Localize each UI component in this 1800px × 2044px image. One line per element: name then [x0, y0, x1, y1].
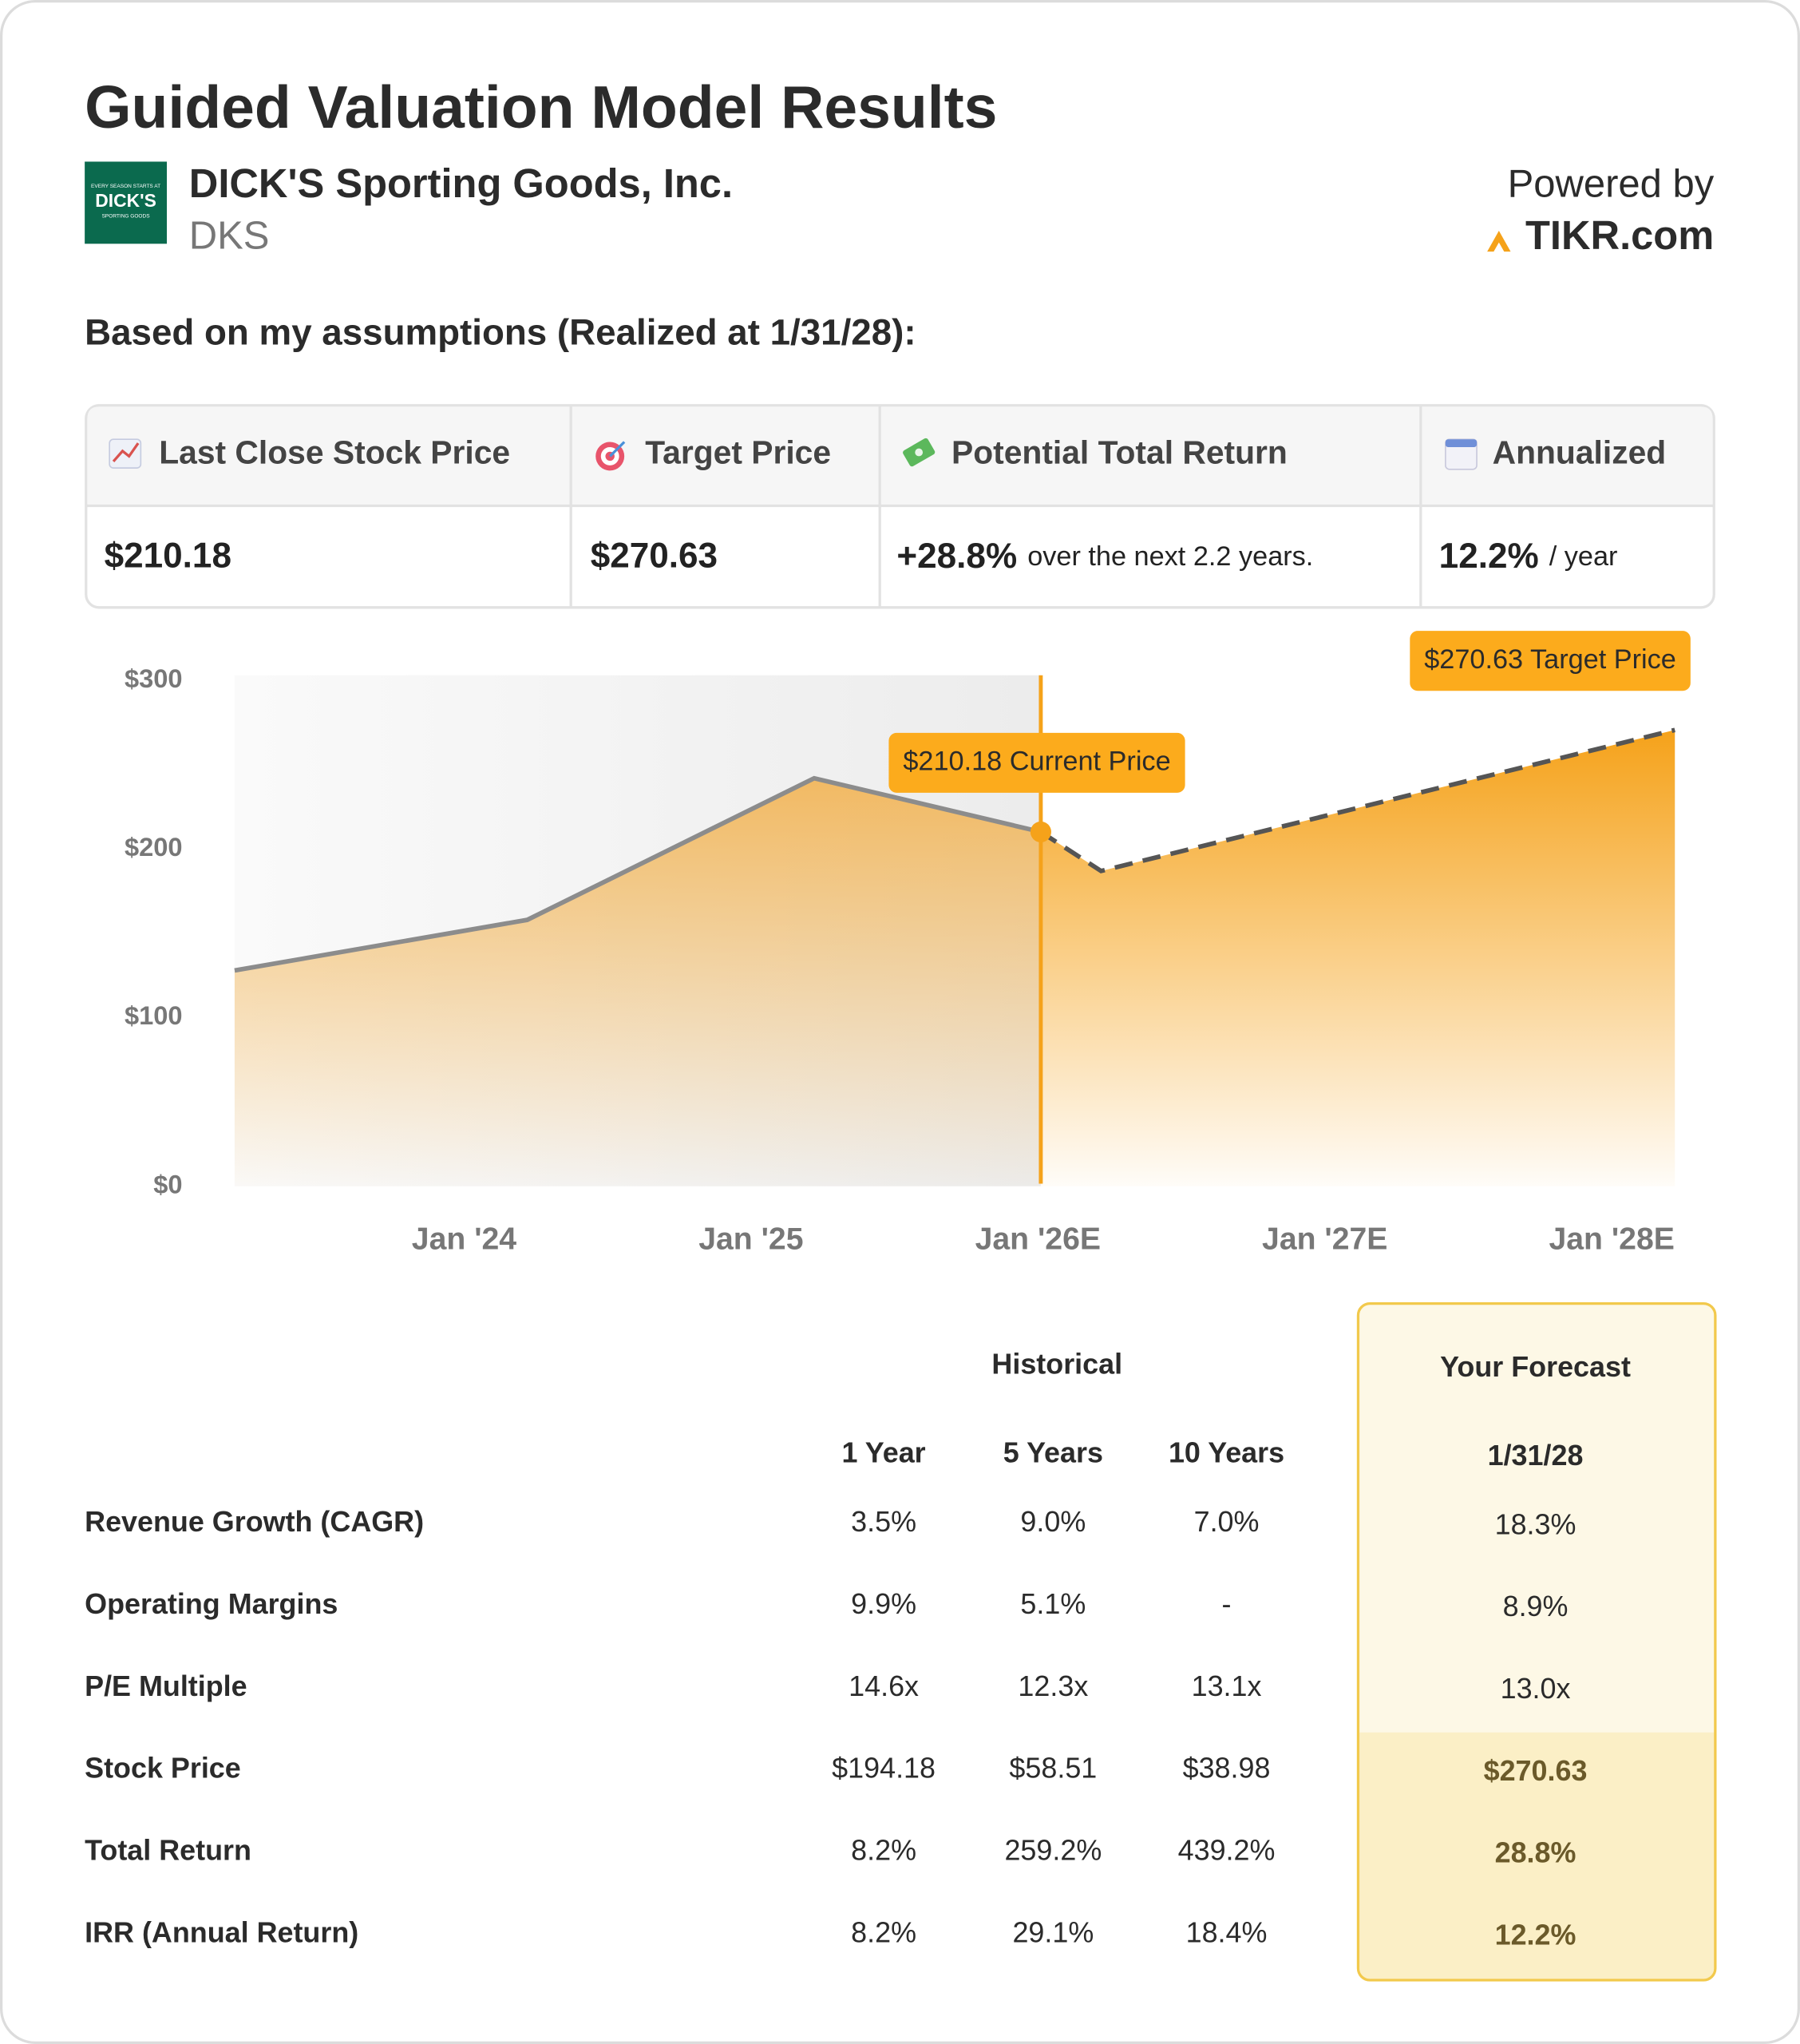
logo: [85, 161, 168, 244]
cell: $194.18: [832, 1752, 936, 1785]
summary-header: Potential Total Return: [951, 434, 1288, 471]
forecast-header: Your Forecast: [1440, 1350, 1631, 1383]
column-header: 10 Years: [1169, 1436, 1284, 1469]
row-label: Operating Margins: [85, 1587, 338, 1620]
summary-header: Target Price: [645, 434, 831, 471]
logo-sub: SPORTING GOODS: [102, 214, 151, 220]
row-label: Total Return: [85, 1833, 251, 1866]
group-header: Historical: [991, 1348, 1122, 1380]
cell: 28.8%: [1495, 1836, 1576, 1869]
cell: 12.2%: [1495, 1919, 1576, 1951]
subtitle: Based on my assumptions (Realized at 1/3…: [85, 312, 916, 353]
cell: 8.2%: [851, 1833, 916, 1866]
annotation: $270.63 Target Price: [1424, 644, 1676, 675]
column-header: 5 Years: [1003, 1436, 1103, 1469]
cell: 3.5%: [851, 1505, 916, 1538]
title: Guided Valuation Model Results: [85, 73, 997, 141]
cell: 9.0%: [1020, 1505, 1086, 1538]
cell: 29.1%: [1012, 1915, 1094, 1948]
current-point: [1030, 821, 1051, 842]
cell: 18.4%: [1186, 1915, 1268, 1948]
icon-money: [903, 438, 936, 467]
cell: 9.9%: [851, 1587, 916, 1620]
summary-value: $210.18: [105, 536, 231, 575]
summary-header: Last Close Stock Price: [159, 434, 510, 471]
powered-by: Powered by: [1508, 162, 1715, 205]
cell: 13.1x: [1192, 1670, 1262, 1702]
forecast-column-border: [1356, 1302, 1717, 1982]
summary-value: $270.63: [591, 536, 718, 575]
summary-main: 12.2%: [1439, 536, 1539, 575]
annotation-box: [888, 732, 1185, 793]
brand[interactable]: TIKR.com: [1525, 212, 1714, 258]
summary-table: Last Close Stock Price Target Price Pote…: [85, 404, 1715, 609]
x-tick-label: Jan '26E: [975, 1222, 1101, 1257]
cell: 18.3%: [1495, 1507, 1576, 1540]
icon-chart: [109, 438, 142, 469]
series-line: [234, 775, 1042, 973]
annotation: $210.18 Current Price: [903, 746, 1170, 776]
row-label: Revenue Growth (CAGR): [85, 1505, 424, 1538]
row-label: P/E Multiple: [85, 1670, 247, 1702]
cell: 12.3x: [1018, 1670, 1088, 1702]
brand-icon: [1487, 230, 1511, 252]
summary-header: Annualized: [1493, 434, 1667, 471]
cell: 8.9%: [1503, 1590, 1569, 1622]
forecast-highlight: [1359, 1732, 1715, 1979]
summary-note: / year: [1549, 541, 1618, 572]
summary-main: +28.8%: [896, 536, 1017, 575]
summary-note: over the next 2.2 years.: [1027, 541, 1313, 572]
cell: 8.2%: [851, 1915, 916, 1948]
ticker: DKS: [189, 215, 270, 258]
chart: $0 $100 $200 $300 Jan '24 Jan '25 Jan '26E Jan …: [125, 631, 1691, 1257]
row-label: Stock Price: [85, 1752, 241, 1785]
logo-tagline: EVERY SEASON STARTS AT: [91, 184, 160, 189]
summary-header-bg: [87, 406, 1713, 506]
area-fill: [1040, 730, 1675, 1186]
icon-target: [595, 441, 626, 471]
x-tick-label: Jan '24: [412, 1222, 516, 1257]
summary-value: 12.2% / year: [1439, 536, 1618, 575]
cell: 5.1%: [1020, 1587, 1086, 1620]
x-tick-label: Jan '25: [698, 1222, 803, 1257]
logo-name: DICK'S: [95, 190, 156, 211]
company-name: DICK'S Sporting Goods, Inc.: [189, 160, 733, 206]
cell: -: [1222, 1587, 1232, 1620]
annotation-box: [1410, 631, 1691, 691]
icon-calendar: [1445, 438, 1478, 470]
column-header: 1 Year: [841, 1436, 925, 1469]
x-tick-label: Jan '28E: [1549, 1222, 1674, 1257]
column-header: 1/31/28: [1488, 1439, 1584, 1472]
x-tick-label: Jan '27E: [1262, 1222, 1387, 1257]
cell: 439.2%: [1178, 1833, 1276, 1866]
y-tick-label: $200: [125, 832, 183, 862]
cell: $38.98: [1183, 1752, 1271, 1785]
series-line: [1039, 727, 1675, 873]
comparison-table: Historical Your Forecast 1 Year 5 Years 10 Y…: [85, 1348, 1631, 1951]
y-tick-label: $300: [125, 664, 183, 693]
area-fill: [234, 778, 1041, 1186]
cell: 13.0x: [1501, 1672, 1571, 1705]
row-label: IRR (Annual Return): [85, 1915, 358, 1948]
cell: 259.2%: [1004, 1833, 1102, 1866]
cell: 7.0%: [1194, 1505, 1260, 1538]
y-tick-label: $100: [125, 1000, 183, 1030]
cell: $58.51: [1009, 1752, 1097, 1785]
summary-value: +28.8% over the next 2.2 years.: [896, 536, 1313, 575]
y-tick-label: $0: [153, 1169, 182, 1198]
cell: 14.6x: [849, 1670, 919, 1702]
cell: $270.63: [1484, 1754, 1588, 1787]
